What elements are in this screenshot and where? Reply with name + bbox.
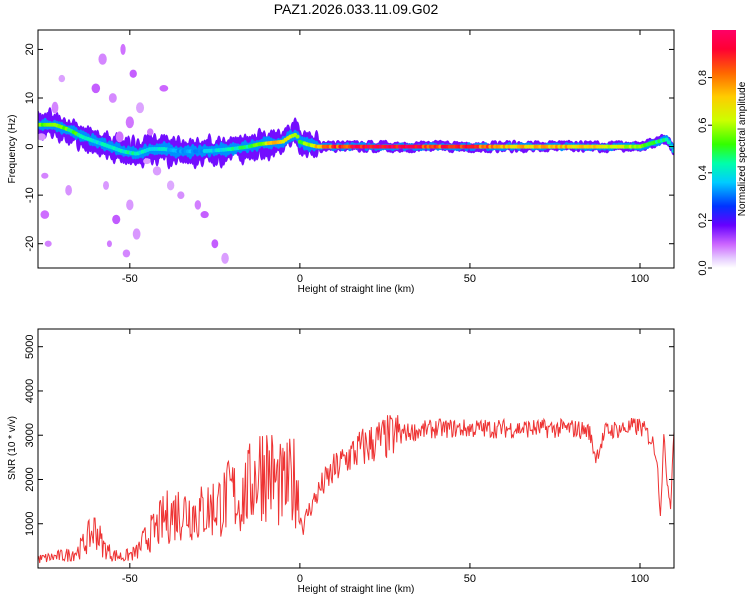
heatmap-cell bbox=[295, 134, 300, 139]
heatmap-cell bbox=[211, 239, 219, 249]
snr-y-tick-label: 2000 bbox=[24, 467, 36, 491]
spectrogram-x-tick-label: 100 bbox=[631, 273, 649, 285]
heatmap-cell bbox=[177, 191, 185, 199]
colorbar: 0.0 0.2 0.4 0.6 0.8 Normalized spectral ampl… bbox=[697, 30, 748, 276]
heatmap-cell bbox=[152, 166, 162, 176]
heatmap-cell bbox=[136, 102, 145, 114]
heatmap-cell bbox=[120, 43, 126, 55]
colorbar-tick-label: 0.6 bbox=[697, 118, 709, 133]
spectrogram-y-tick-label: 0 bbox=[24, 144, 36, 150]
heatmap-cell bbox=[221, 252, 229, 264]
heatmap-cell bbox=[664, 137, 669, 142]
snr-y-tick-label: 4000 bbox=[24, 379, 36, 403]
heatmap-cell bbox=[143, 158, 151, 165]
heatmap-cell bbox=[122, 249, 131, 258]
heatmap-cell bbox=[58, 74, 66, 83]
heatmap-cell bbox=[41, 172, 49, 179]
snr-series-line bbox=[38, 415, 674, 564]
heatmap-cell bbox=[671, 148, 674, 153]
snr-x-label: Height of straight line (km) bbox=[298, 584, 415, 595]
heatmap-cell bbox=[98, 53, 107, 65]
snr-y-label: SNR (10 * v/v) bbox=[7, 416, 18, 480]
snr-x-axis: -50 0 50 100 bbox=[122, 329, 649, 585]
colorbar-label: Normalized spectral amplitude bbox=[737, 81, 748, 216]
colorbar-axis: 0.0 0.2 0.4 0.6 0.8 bbox=[697, 70, 712, 276]
heatmap-cell bbox=[108, 93, 117, 103]
heatmap-cell bbox=[65, 184, 72, 196]
spectrogram-panel: -50 0 50 100 -20 -10 0 10 20 Height of straight… bbox=[7, 29, 675, 295]
snr-x-tick-label: 100 bbox=[631, 573, 649, 585]
heatmap-cell bbox=[132, 228, 141, 240]
snr-y-tick-label: 5000 bbox=[24, 334, 36, 358]
spectrogram-y-tick-label: 10 bbox=[24, 92, 36, 104]
spectrogram-x-tick-label: 50 bbox=[464, 273, 476, 285]
heatmap-cell bbox=[44, 240, 52, 247]
snr-frame bbox=[37, 328, 675, 569]
snr-x-tick-label: -50 bbox=[122, 573, 138, 585]
heatmap-cell bbox=[146, 128, 154, 136]
snr-y-axis: 1000 2000 3000 4000 5000 bbox=[24, 334, 674, 536]
spectrogram-frame bbox=[37, 29, 675, 269]
spectrogram-x-tick-label: 0 bbox=[297, 273, 303, 285]
heatmap-cell bbox=[125, 116, 134, 129]
heatmap-cell bbox=[38, 133, 46, 141]
colorbar-tick-label: 0.4 bbox=[697, 165, 709, 180]
snr-plot-area bbox=[38, 329, 674, 568]
spectrogram-x-tick-label: -50 bbox=[122, 273, 138, 285]
spectrogram-x-axis: -50 0 50 100 bbox=[122, 30, 649, 285]
heatmap-cell bbox=[112, 214, 121, 225]
colorbar-tick-label: 0.8 bbox=[697, 70, 709, 85]
colorbar-gradient bbox=[712, 30, 736, 268]
snr-y-tick-label: 1000 bbox=[24, 511, 36, 535]
heatmap-cell bbox=[129, 69, 137, 78]
heatmap-cell bbox=[666, 140, 671, 145]
spectrogram-y-label: Frequency (Hz) bbox=[7, 115, 18, 184]
colorbar-tick-label: 0.0 bbox=[697, 260, 709, 275]
heatmap-cell bbox=[51, 101, 59, 114]
heatmap-cell bbox=[126, 199, 134, 211]
spectrogram-y-axis: -20 -10 0 10 20 bbox=[24, 43, 674, 252]
heatmap-cell bbox=[194, 200, 202, 210]
heatmap-cell bbox=[166, 180, 175, 191]
heatmap-cell bbox=[106, 240, 112, 248]
spectrogram-y-tick-label: 20 bbox=[24, 43, 36, 55]
heatmap-cell bbox=[103, 180, 110, 190]
figure-title: PAZ1.2026.033.11.09.G02 bbox=[274, 1, 439, 17]
snr-x-tick-label: 0 bbox=[297, 573, 303, 585]
heatmap-cell bbox=[91, 83, 101, 94]
colorbar-tick-label: 0.2 bbox=[697, 213, 709, 228]
heatmap-cell bbox=[200, 211, 209, 219]
spectrogram-heat-layer bbox=[38, 43, 674, 264]
heatmap-cell bbox=[159, 84, 169, 92]
heatmap-cell bbox=[40, 210, 50, 219]
snr-panel: -50 0 50 100 1000 2000 3000 4000 5000 Height of… bbox=[7, 328, 675, 595]
snr-y-tick-label: 3000 bbox=[24, 423, 36, 447]
spectrogram-y-tick-label: -20 bbox=[24, 236, 36, 252]
heatmap-cell bbox=[115, 131, 124, 143]
snr-x-tick-label: 50 bbox=[464, 573, 476, 585]
spectrogram-x-label: Height of straight line (km) bbox=[298, 284, 415, 295]
spectrogram-y-tick-label: -10 bbox=[24, 187, 36, 203]
